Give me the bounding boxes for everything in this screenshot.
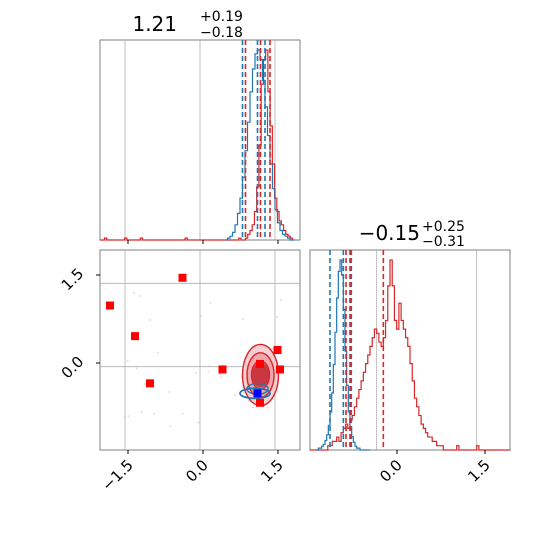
sample-point xyxy=(280,298,283,301)
hist-param-2-title-sup: +0.25 xyxy=(422,219,465,235)
sample-point xyxy=(209,301,212,304)
sample-point xyxy=(143,383,146,386)
hist-param-1-title: 1.21 +0.19 −0.18 xyxy=(132,9,242,41)
red-histogram-step xyxy=(310,259,510,451)
sample-point xyxy=(157,351,160,354)
hist-param-1-quantile-lines xyxy=(241,40,271,240)
scatter-x-ticks: −1.5 0.0 1.5 xyxy=(98,450,287,495)
sample-point xyxy=(271,347,274,350)
sample-point xyxy=(133,292,136,295)
hist-param-2-title-main: −0.15 xyxy=(359,221,420,245)
red-square-marker-4 xyxy=(218,365,227,374)
red-square-marker-1 xyxy=(131,332,139,341)
sample-point xyxy=(195,372,198,375)
sample-point xyxy=(207,370,210,373)
sample-point xyxy=(234,394,237,397)
sample-point xyxy=(252,406,255,409)
hist-param-1-red-series xyxy=(100,49,294,241)
sample-point xyxy=(242,391,245,394)
sample-point xyxy=(135,367,138,370)
red-square-marker-7 xyxy=(276,365,284,374)
red-square-marker-6 xyxy=(273,346,282,354)
blue-histogram-step xyxy=(316,259,370,451)
sample-point xyxy=(138,295,141,298)
sample-point xyxy=(140,411,143,414)
hist-param-2-title-sub: −0.31 xyxy=(422,234,465,250)
hist-param-2-red-series xyxy=(310,259,510,451)
hist-param-1-ticks xyxy=(127,240,279,244)
scatter-ytick-label-0.0: 0.0 xyxy=(58,353,88,383)
sample-point xyxy=(199,314,202,317)
sample-point xyxy=(148,318,151,321)
scatter-panel-param-1-2: −1.5 0.0 1.5 1.5 0.0 xyxy=(58,249,301,495)
sample-point xyxy=(169,425,172,428)
sample-point xyxy=(168,390,171,393)
hist-panel-param-2: −0.15 +0.25 −0.31 0.0 1.5 xyxy=(309,219,511,486)
scatter-xtick-label-1.5: 1.5 xyxy=(257,456,287,486)
sample-point xyxy=(181,412,184,415)
blue-square-marker-0 xyxy=(253,389,262,398)
scatter-markers xyxy=(106,273,284,407)
sample-point xyxy=(275,316,278,319)
hist-param-2-title: −0.15 +0.25 −0.31 xyxy=(359,219,465,250)
sample-point xyxy=(241,318,244,321)
sample-point xyxy=(218,373,221,376)
hist-param-2-ticks: 0.0 1.5 xyxy=(376,450,494,486)
hist-param-2-quantile-lines xyxy=(329,250,385,450)
scatter-xtick-label-neg1.5: −1.5 xyxy=(98,456,136,494)
sample-point xyxy=(123,415,126,418)
scatter-y-ticks: 1.5 0.0 xyxy=(58,265,100,383)
hist-param-2-xtick-label-0.0: 0.0 xyxy=(376,456,406,486)
red-square-marker-5 xyxy=(256,359,264,368)
hist-panel-param-1: 1.21 +0.19 −0.18 xyxy=(99,9,301,244)
red-contour-core xyxy=(251,363,270,387)
sample-point xyxy=(266,406,269,409)
sample-point xyxy=(153,412,156,415)
sample-point xyxy=(126,360,129,363)
red-histogram-step xyxy=(100,49,294,241)
red-square-marker-3 xyxy=(178,273,187,282)
scatter-ytick-label-1.5: 1.5 xyxy=(58,265,88,295)
red-square-marker-2 xyxy=(146,379,154,388)
hist-param-2-xtick-label-1.5: 1.5 xyxy=(464,456,494,486)
red-square-marker-8 xyxy=(256,398,264,407)
hist-param-1-title-sup: +0.19 xyxy=(200,9,243,25)
sample-point xyxy=(220,376,223,379)
red-square-marker-0 xyxy=(106,301,114,310)
scatter-xtick-label-0.0: 0.0 xyxy=(182,456,212,486)
sample-point xyxy=(208,365,211,368)
hist-param-2-grid xyxy=(376,250,478,450)
sample-point xyxy=(197,421,200,424)
hist-param-2-blue-series xyxy=(316,259,370,451)
hist-param-1-title-sub: −0.18 xyxy=(200,25,243,41)
sample-point xyxy=(127,415,130,418)
hist-param-1-title-main: 1.21 xyxy=(132,12,177,36)
blue-contour-level-0 xyxy=(239,387,271,400)
